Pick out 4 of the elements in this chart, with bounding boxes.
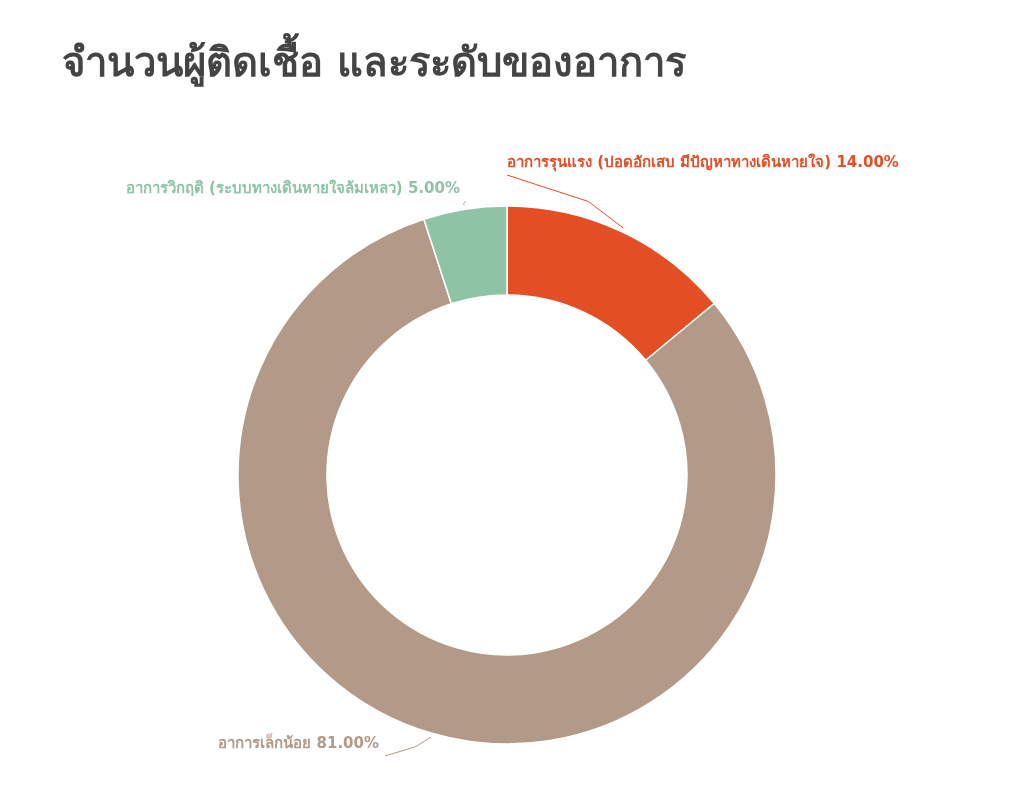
slice-label: อาการวิกฤติ (ระบบทางเดินหายใจล้มเหลว) 5.00%: [125, 179, 460, 197]
chart-title: จำนวนผู้ติดเชื้อ และระดับของอาการ: [62, 33, 687, 87]
slice-label: อาการรุนแรง (ปอดอักเสบ มีปัญหาทางเดินหายใจ) 14.00%: [507, 153, 899, 172]
slice-label: อาการเล็กน้อย 81.00%: [218, 733, 379, 752]
